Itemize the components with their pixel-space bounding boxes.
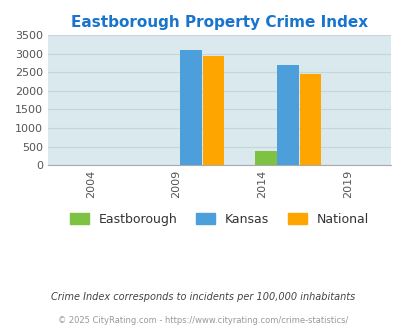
Bar xyxy=(254,150,276,165)
Bar xyxy=(180,50,202,165)
Text: © 2025 CityRating.com - https://www.cityrating.com/crime-statistics/: © 2025 CityRating.com - https://www.city… xyxy=(58,315,347,325)
Text: Crime Index corresponds to incidents per 100,000 inhabitants: Crime Index corresponds to incidents per… xyxy=(51,292,354,302)
Bar xyxy=(299,74,320,165)
Bar xyxy=(202,56,224,165)
Title: Eastborough Property Crime Index: Eastborough Property Crime Index xyxy=(71,15,367,30)
Bar xyxy=(277,65,298,165)
Legend: Eastborough, Kansas, National: Eastborough, Kansas, National xyxy=(65,208,373,231)
